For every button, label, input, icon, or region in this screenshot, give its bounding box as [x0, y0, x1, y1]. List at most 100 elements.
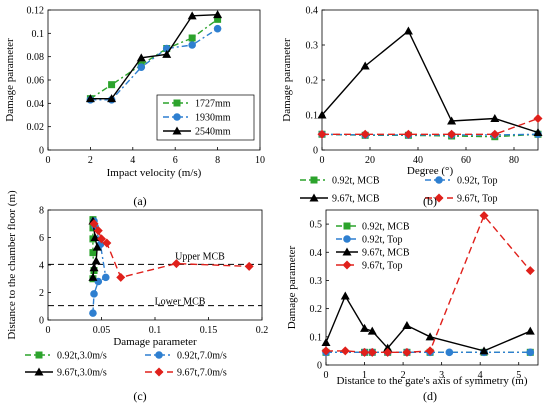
panel-c-group: [25, 209, 263, 377]
panel-a-data-point: [188, 41, 196, 49]
panel-a-legend-label: 1930mm: [195, 113, 231, 124]
panel-d-x-tick-label: 2: [401, 370, 406, 381]
panel-c-x-tick-label: 0.15: [200, 325, 218, 336]
panel-d-legend-label: 9.67t, MCB: [362, 248, 410, 259]
panel-d-data-point: [360, 347, 370, 357]
panel-a-legend-label: 2540mm: [195, 127, 231, 138]
panel-d-data-point: [367, 347, 377, 357]
panel-c-y-axis-label: Distance to the chamber floor (m): [6, 190, 18, 340]
panel-b-series-line-1: [321, 133, 539, 136]
panel-d-data-point: [425, 332, 435, 341]
panel-a-y-axis-label: Damage parameter: [4, 38, 16, 122]
panel-b-plot-frame: [321, 9, 539, 151]
panel-d-legend-marker: [342, 247, 352, 256]
panel-b-caption: (b): [423, 194, 437, 208]
panel-a-group: [47, 9, 261, 151]
panel-b-x-tick-label: 20: [365, 155, 375, 166]
panel-c-reference-label: Lower MCB: [155, 297, 206, 308]
panel-c-x-tick-label: 0.05: [93, 325, 111, 336]
panel-a-x-tick-label: 6: [173, 155, 178, 166]
panel-c-y-tick-label: 2: [39, 288, 44, 299]
panel-b-data-point: [403, 26, 413, 35]
panel-d-plot-frame: [325, 209, 539, 366]
panel-a-data-point: [188, 34, 196, 42]
panel-d-data-point: [360, 323, 370, 332]
panel-d-data-point: [425, 346, 435, 356]
panel-d-data-point: [445, 348, 454, 357]
panel-d-data-point: [525, 266, 535, 276]
panel-b-y-axis-label: Damage parameter: [281, 38, 293, 122]
panel-b-data-point: [360, 129, 370, 139]
panel-c-data-point: [244, 261, 254, 271]
panel-c-data-point: [171, 259, 181, 269]
panel-a-legend-marker: [173, 99, 181, 107]
panel-a-y-tick-label: 0.02: [27, 122, 45, 133]
panel-d-y-tick-label: 0: [317, 361, 322, 372]
panel-c-reference-label: Upper MCB: [175, 251, 225, 262]
panel-a-data-point: [213, 10, 223, 19]
panel-d-x-tick-label: 3: [439, 370, 444, 381]
panel-c-data-point: [93, 226, 103, 236]
panel-d-series-line-2: [325, 294, 531, 352]
panel-d-x-axis-label: Distance to the gate's axis of symmetry …: [336, 375, 527, 387]
panel-b-legend-label: 0.92t, Top: [457, 176, 498, 187]
panel-c-legend-marker: [155, 351, 163, 359]
panel-c-x-axis-label: Damage parameter: [113, 336, 197, 348]
panel-c-caption: (c): [133, 389, 146, 403]
panel-c-data-point: [91, 256, 101, 265]
panel-b-x-tick-label: 40: [413, 155, 423, 166]
panel-d-data-point: [402, 321, 412, 330]
panel-d-legend-marker: [342, 260, 352, 270]
panel-d-data-point: [383, 347, 393, 357]
panel-b-data-point: [490, 129, 500, 139]
panel-c-data-point: [90, 290, 98, 298]
panel-a-data-point: [213, 24, 222, 33]
panel-a-data-point: [214, 15, 222, 23]
panel-a-x-tick-label: 2: [88, 155, 93, 166]
panel-a-data-point: [187, 11, 197, 20]
panel-d-series-line-3: [326, 214, 531, 353]
panel-d-legend-marker: [343, 235, 351, 243]
panel-c-legend: [25, 351, 173, 377]
panel-d-data-point: [479, 346, 489, 355]
panel-d-caption: (d): [423, 389, 437, 403]
panel-d-x-tick-label: 4: [478, 370, 483, 381]
panel-a-x-axis-label: Impact velocity (m/s): [107, 167, 202, 179]
panel-d-data-point: [340, 291, 350, 300]
panel-d-legend: [336, 222, 358, 270]
panel-a-x-tick-label: 0: [46, 155, 51, 166]
panel-c-series-line-3: [93, 223, 250, 279]
panel-b-legend-label: 9.67t, MCB: [332, 194, 380, 205]
panel-a-data-point: [85, 94, 95, 103]
panel-b-legend-label: 9.67t, Top: [457, 194, 498, 205]
panel-d-legend-label: 0.92t, MCB: [362, 222, 410, 233]
panel-b-y-tick-label: 0: [313, 146, 318, 157]
panel-a-caption: (a): [133, 194, 146, 208]
panel-d-x-tick-label: 0: [324, 370, 329, 381]
panel-a-data-point: [107, 94, 117, 103]
panel-b-y-tick-label: 0.1: [306, 111, 319, 122]
panel-b-x-axis-label: Degree (°): [407, 165, 454, 177]
panel-b-legend-marker: [435, 176, 443, 184]
panel-b-series-line-3: [322, 117, 539, 136]
panel-d-y-tick-label: 0.3: [310, 276, 323, 287]
panel-a-y-tick-label: 0.04: [27, 99, 45, 110]
panel-c-x-tick-label: 0.2: [256, 325, 269, 336]
panel-d-data-point: [321, 346, 331, 356]
panel-a-legend: [156, 94, 255, 141]
panel-b-data-point: [490, 114, 500, 122]
panel-a-y-tick-label: 0.08: [27, 52, 45, 63]
panel-d-y-tick-label: 0.4: [310, 248, 323, 259]
panel-b-legend: [300, 176, 453, 203]
panel-c-data-point: [97, 234, 106, 244]
panel-c-data-point: [116, 272, 126, 282]
panel-c-legend-marker: [35, 351, 43, 359]
panel-b-series-line-2: [321, 29, 539, 134]
panel-b-x-tick-label: 0: [320, 155, 325, 166]
panel-a-data-point: [162, 49, 172, 58]
panel-d-group: [321, 209, 539, 366]
panel-b-data-point: [317, 129, 327, 139]
panel-a-y-tick-label: 0.06: [27, 76, 45, 87]
panel-a-data-point: [108, 81, 116, 89]
panel-d-legend-label: 0.92t, Top: [362, 235, 403, 246]
